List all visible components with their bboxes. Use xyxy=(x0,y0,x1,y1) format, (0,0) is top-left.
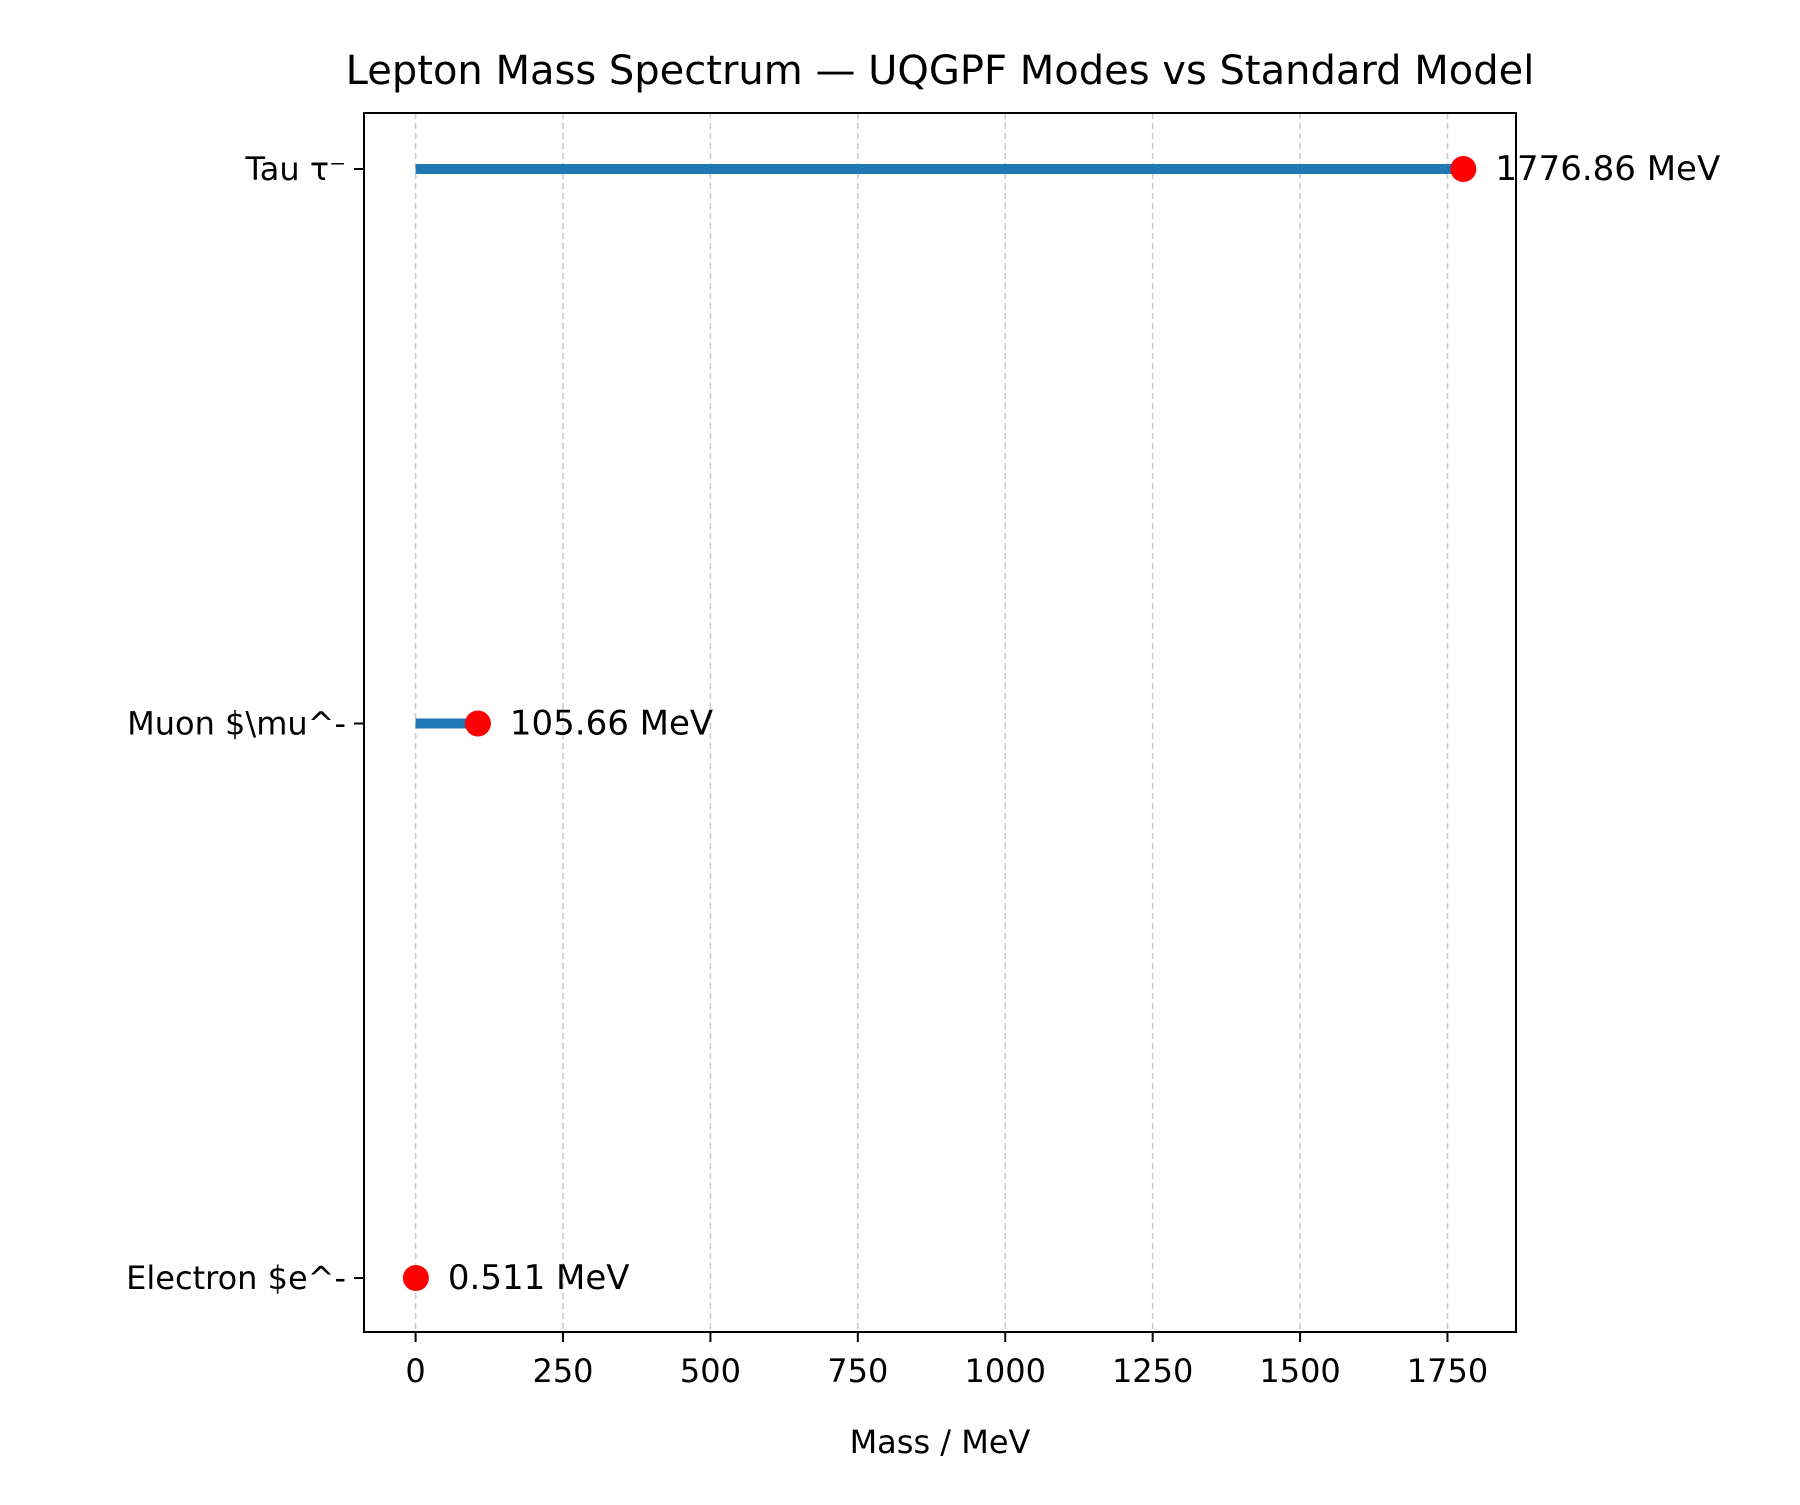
data-point xyxy=(464,710,491,737)
y-axis: Electron $e^- Muon $\mu^- Tau τ⁻ xyxy=(126,150,364,1297)
data-layer: 0.511 MeV 105.66 MeV 1776.86 MeV xyxy=(402,149,1720,1298)
x-tick-label: 1000 xyxy=(965,1352,1046,1390)
x-tick-label: 0 xyxy=(405,1352,425,1390)
x-tick-label: 750 xyxy=(827,1352,888,1390)
x-axis-label: Mass / MeV xyxy=(850,1423,1031,1461)
data-point xyxy=(1450,156,1477,182)
data-label: 1776.86 MeV xyxy=(1495,149,1720,189)
y-tick-label: Electron $e^- xyxy=(126,1259,346,1297)
data-label: 105.66 MeV xyxy=(510,704,713,744)
data-label: 0.511 MeV xyxy=(448,1258,630,1298)
x-axis: 0 250 500 750 1000 1250 1500 1750 xyxy=(405,1332,1488,1390)
x-tick-label: 1750 xyxy=(1407,1352,1488,1390)
x-tick-label: 500 xyxy=(680,1352,741,1390)
y-tick-label: Muon $\mu^- xyxy=(127,705,346,743)
grid-layer xyxy=(414,113,1449,1332)
x-tick-label: 1250 xyxy=(1112,1352,1193,1390)
data-point xyxy=(402,1265,429,1291)
y-tick-label: Tau τ⁻ xyxy=(245,150,346,188)
x-tick-label: 250 xyxy=(532,1352,593,1390)
chart-title: Lepton Mass Spectrum — UQGPF Modes vs St… xyxy=(346,48,1535,94)
x-tick-label: 1500 xyxy=(1259,1352,1340,1390)
